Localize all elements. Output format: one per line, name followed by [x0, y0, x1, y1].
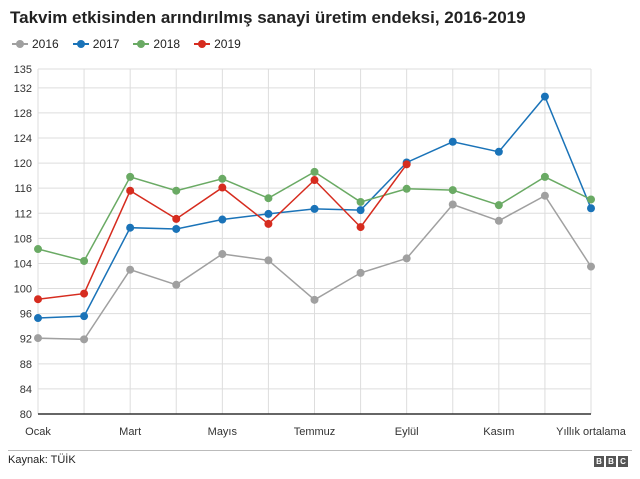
data-point-2016 [448, 200, 457, 209]
data-point-2018 [494, 201, 503, 210]
data-point-2016 [218, 250, 227, 259]
data-point-2018 [34, 245, 42, 254]
data-point-2016 [126, 265, 135, 274]
data-point-2017 [448, 137, 457, 146]
bbc-logo-letter: C [618, 456, 628, 467]
legend-label: 2016 [32, 37, 59, 51]
data-point-2018 [172, 186, 181, 195]
data-point-2017 [264, 209, 273, 218]
data-point-2018 [356, 197, 365, 206]
data-point-2017 [80, 312, 89, 321]
data-point-2018 [264, 194, 273, 203]
data-point-2017 [34, 314, 42, 323]
legend-item-2018: 2018 [133, 37, 180, 51]
data-point-2017 [356, 206, 365, 215]
legend-item-2016: 2016 [12, 37, 59, 51]
y-tick-label: 128 [14, 108, 32, 120]
data-point-2016 [356, 268, 365, 277]
data-point-2018 [80, 256, 89, 265]
data-point-2019 [402, 160, 411, 169]
data-point-2017 [126, 223, 135, 232]
data-point-2019 [34, 295, 42, 304]
data-point-2017 [540, 92, 549, 101]
data-point-2016 [34, 334, 42, 343]
y-tick-label: 92 [20, 334, 32, 346]
legend-swatch [133, 39, 150, 49]
y-tick-label: 104 [14, 258, 32, 270]
data-point-2017 [172, 224, 181, 233]
x-tick-label: Kasım [483, 426, 514, 438]
bbc-logo: B B C [594, 456, 628, 467]
legend-item-2019: 2019 [194, 37, 241, 51]
y-tick-label: 112 [14, 208, 32, 220]
x-tick-label: Ocak [25, 426, 51, 438]
x-tick-label: Yıllık ortalama [556, 426, 627, 438]
legend-label: 2019 [214, 37, 241, 51]
data-point-2016 [587, 262, 595, 271]
x-tick-label: Mart [119, 426, 141, 438]
footer-divider [8, 450, 632, 451]
legend-label: 2017 [92, 37, 120, 51]
data-point-2017 [218, 215, 227, 224]
y-tick-label: 132 [14, 83, 32, 95]
legend-swatch [72, 39, 89, 49]
legend-swatch [12, 39, 28, 49]
x-tick-label: Eylül [395, 426, 419, 438]
x-tick-label: Mayıs [208, 426, 238, 438]
series-2019 [34, 160, 411, 304]
data-point-2019 [126, 186, 135, 195]
y-tick-label: 88 [20, 359, 32, 371]
x-tick-label: Temmuz [294, 426, 336, 438]
data-point-2017 [587, 204, 595, 213]
data-point-2019 [310, 176, 319, 185]
legend-swatch [194, 39, 211, 49]
series-2016 [34, 191, 595, 344]
data-point-2016 [494, 216, 503, 225]
y-tick-label: 80 [20, 409, 32, 421]
y-tick-label: 96 [20, 309, 32, 321]
y-tick-label: 135 [14, 64, 32, 76]
data-point-2016 [80, 335, 89, 344]
y-tick-label: 120 [14, 158, 32, 170]
y-tick-label: 116 [14, 183, 32, 195]
data-point-2019 [172, 214, 181, 223]
y-tick-label: 100 [14, 284, 32, 296]
chart-title: Takvim etkisinden arındırılmış sanayi ür… [10, 8, 526, 27]
data-point-2019 [264, 219, 273, 228]
y-tick-label: 108 [14, 233, 32, 245]
data-point-2016 [402, 254, 411, 263]
data-point-2017 [310, 204, 319, 213]
data-point-2016 [264, 256, 273, 265]
y-tick-label: 84 [20, 384, 32, 396]
data-point-2018 [126, 172, 135, 181]
data-point-2016 [540, 191, 549, 200]
series-2018 [34, 167, 595, 265]
data-point-2019 [80, 289, 89, 298]
chart-legend: 2016 2017 2018 2019 [12, 37, 241, 51]
data-point-2018 [218, 174, 227, 183]
data-point-2018 [310, 167, 319, 176]
y-tick-label: 124 [14, 133, 32, 145]
legend-label: 2018 [153, 37, 181, 51]
data-point-2018 [540, 172, 549, 181]
data-point-2018 [402, 184, 411, 193]
data-point-2018 [448, 186, 457, 195]
data-point-2016 [172, 280, 181, 289]
data-point-2018 [587, 195, 595, 204]
data-point-2017 [494, 147, 503, 156]
data-point-2019 [356, 223, 365, 232]
bbc-logo-letter: B [606, 456, 616, 467]
data-point-2019 [218, 183, 227, 192]
source-note: Kaynak: TÜİK [8, 454, 76, 466]
bbc-logo-letter: B [594, 456, 604, 467]
data-point-2016 [310, 295, 319, 304]
series-2017 [34, 92, 595, 323]
legend-item-2017: 2017 [72, 37, 120, 51]
